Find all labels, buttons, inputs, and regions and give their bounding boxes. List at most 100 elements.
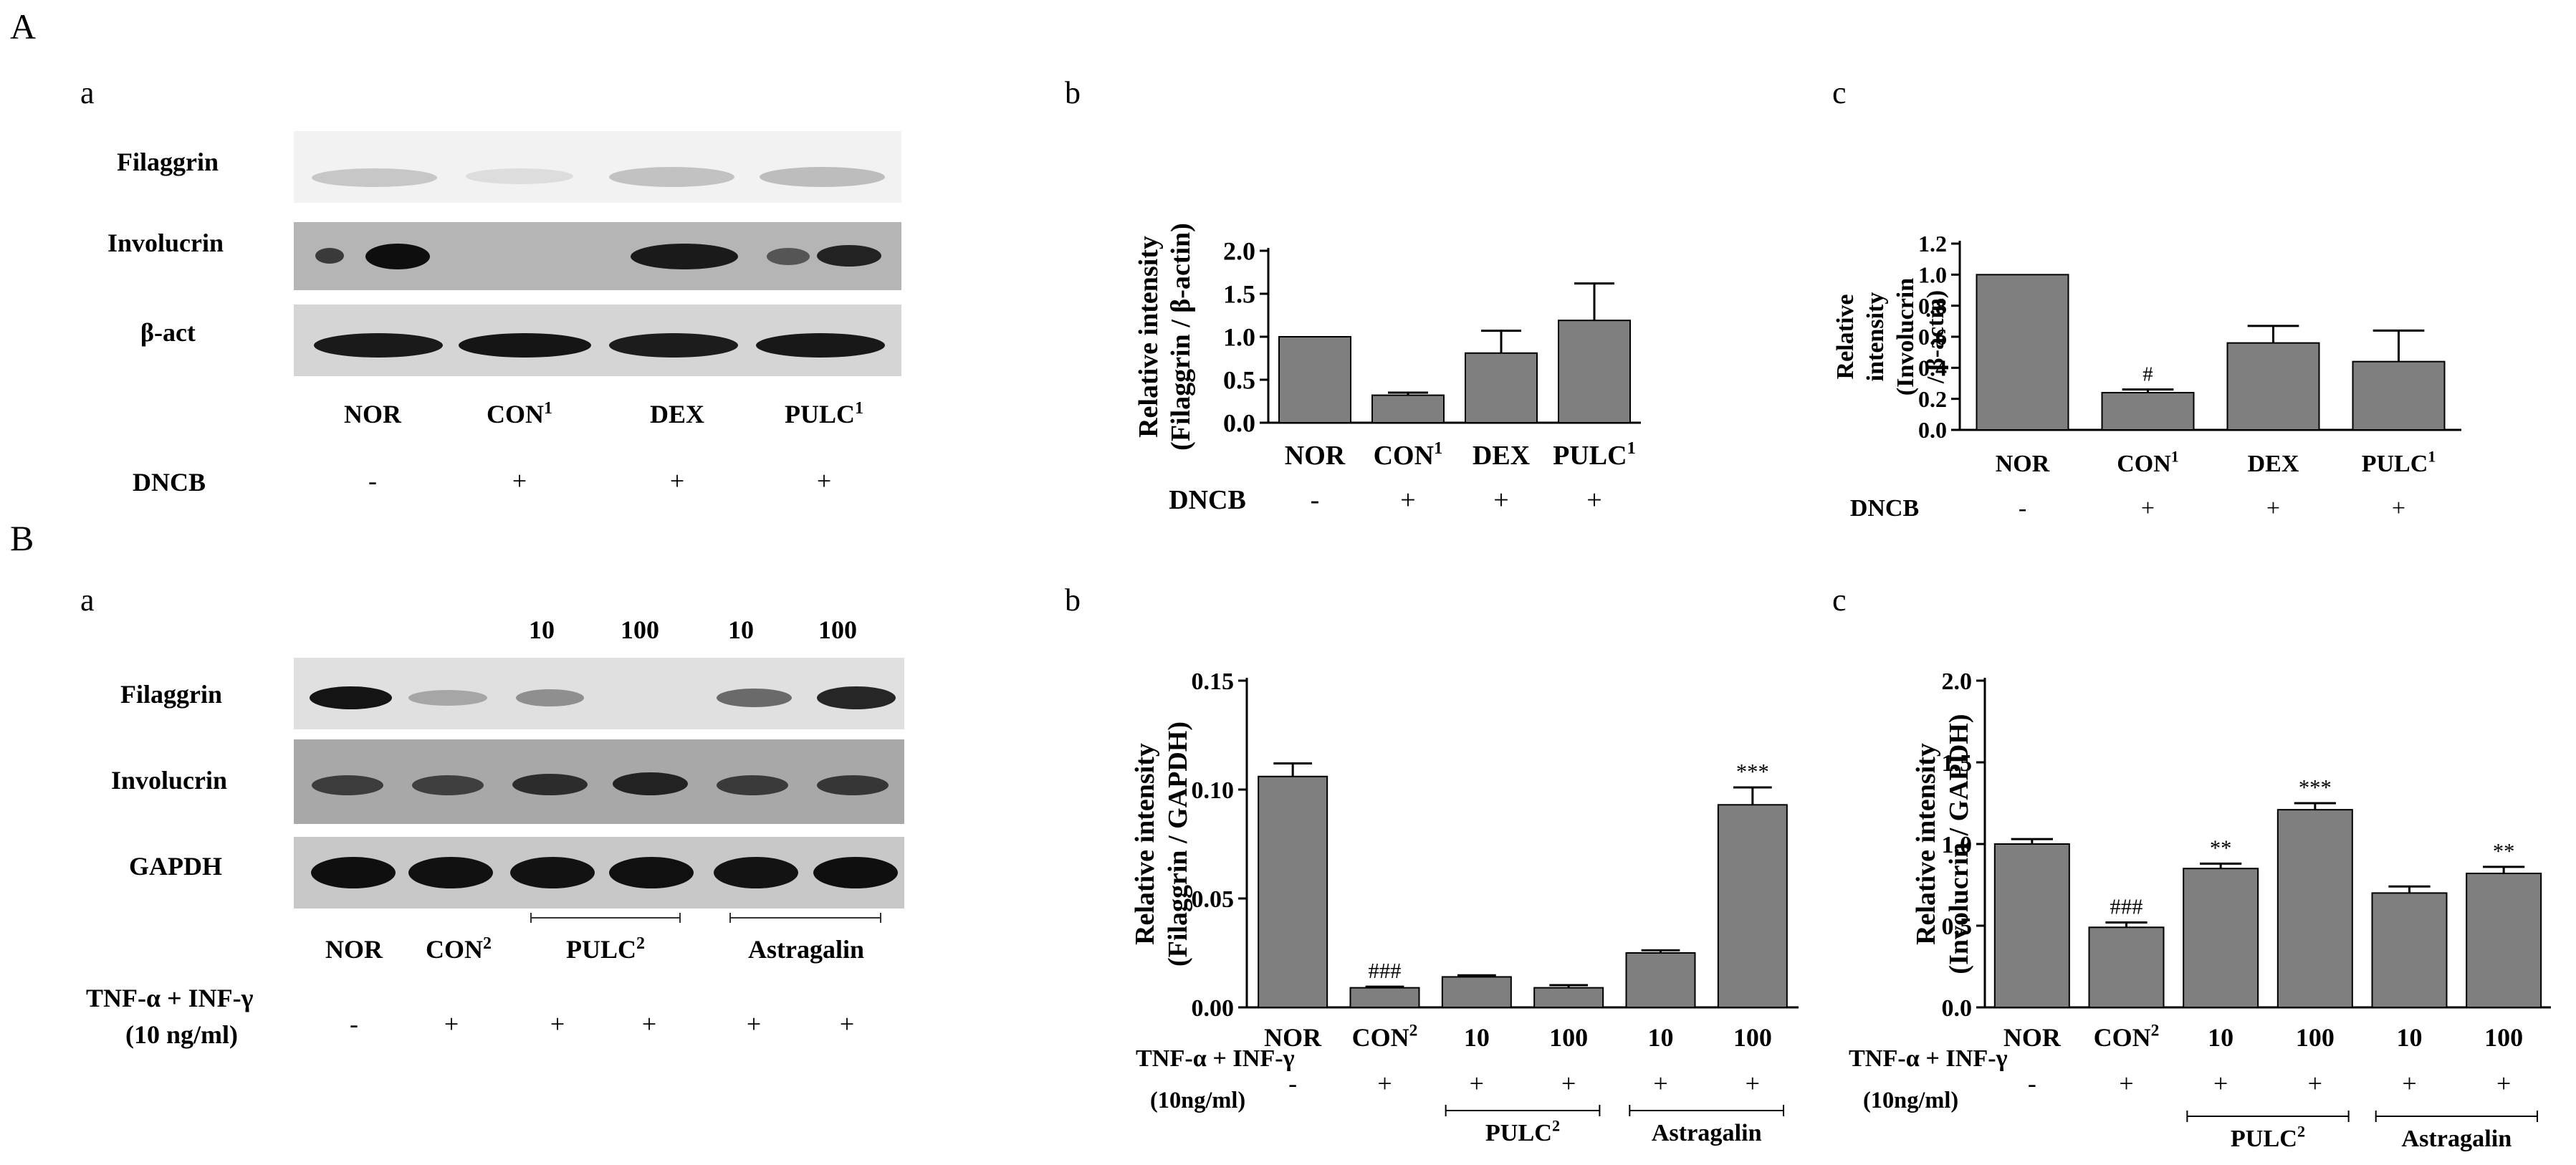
treatment-sign: + [641, 1010, 657, 1038]
treatment-label: TNF-α + INF-γ [1849, 1045, 2008, 1072]
y-tick-label: 0.0 [1918, 417, 1947, 443]
category-label: 10 [1464, 1023, 1490, 1052]
treatment-sign: + [1493, 485, 1508, 515]
category-label: 100 [1549, 1023, 1588, 1052]
category-label: NOR [1285, 441, 1346, 471]
treatment-sign: + [1586, 485, 1601, 515]
treatment-sign: - [2019, 495, 2026, 522]
dose-label: 100 [818, 615, 857, 644]
treatment-sign: + [550, 1010, 565, 1038]
treatment-sign: + [2213, 1069, 2228, 1098]
category-label: NOR [2003, 1023, 2062, 1052]
treatment-sign: + [2392, 495, 2405, 522]
bar-chart-involucrin-tnf: 0.0 0.5 1.0 1.5 2.0 Relative intensity (Involu… [1849, 668, 2551, 1152]
bar [2183, 868, 2259, 1009]
bar-chart-filaggrin-tnf: 0.00 0.05 0.10 0.15 Relative intensity (Filag… [1130, 668, 1799, 1146]
treatment-sign: + [816, 466, 832, 495]
lane-label-con: CON2 [426, 934, 492, 964]
category-label: DEX [2248, 451, 2299, 477]
treatment-sign: + [2119, 1069, 2133, 1098]
group-label: PULC2 [2231, 1122, 2305, 1152]
y-tick-label: 0.5 [1223, 366, 1255, 395]
bar [1717, 804, 1788, 1008]
lane-label-nor: NOR [325, 935, 383, 964]
treatment-sign: + [669, 466, 685, 495]
y-axis-label: (Filaggrin / β-actin) [1166, 223, 1196, 451]
bar [1349, 987, 1420, 1009]
category-label: NOR [1264, 1023, 1322, 1052]
blot-image-filaggrin [294, 658, 904, 729]
y-axis-label: (Involucrin / GAPDH) [1944, 714, 1974, 974]
blot-row-label-involucrin: Involucrin [111, 766, 228, 795]
y-tick-label: 1.2 [1918, 231, 1947, 257]
treatment-sign: + [746, 1010, 762, 1038]
bar [2276, 809, 2353, 1008]
bar [2352, 360, 2446, 431]
lane-label-astragalin: Astragalin [748, 935, 864, 964]
y-tick-label: 0.0 [1223, 409, 1255, 438]
y-axis-label: (Involucrin [1892, 278, 1919, 395]
treatment-label-tnf: TNF-α + INF-γ [86, 984, 254, 1012]
category-label: CON1 [1374, 438, 1443, 471]
y-axis-label: (Filaggrin / GAPDH) [1163, 721, 1193, 967]
treatment-sign: + [2266, 495, 2280, 522]
group-bracket-pulc [530, 913, 681, 923]
treatment-sign: - [2028, 1069, 2036, 1098]
category-label: PULC1 [1553, 438, 1636, 471]
treatment-label: (10ng/ml) [1863, 1088, 1958, 1113]
panel-letter-a: A [10, 6, 37, 47]
y-tick-label: 1.5 [1223, 280, 1255, 309]
category-label: 100 [1733, 1023, 1772, 1052]
panel-letter-b: B [10, 518, 34, 558]
treatment-sign: - [368, 466, 377, 495]
bar [2101, 392, 2195, 431]
group-label: Astragalin [1652, 1120, 1762, 1146]
category-label: CON1 [2117, 447, 2179, 477]
bar [1441, 976, 1512, 1009]
lane-label-pulc: PULC2 [566, 934, 645, 964]
blot-row-label-filaggrin: Filaggrin [117, 148, 219, 176]
bar [1558, 320, 1631, 424]
lane-label-con: CON1 [487, 399, 552, 428]
bar [1465, 352, 1538, 423]
group-bracket-astragalin [729, 913, 881, 923]
y-tick-label: 0.8 [1918, 293, 1947, 319]
bar [2371, 892, 2448, 1008]
dose-label: 10 [529, 615, 555, 644]
dose-label: 10 [728, 615, 754, 644]
treatment-label: DNCB [1169, 485, 1246, 515]
treatment-sign: + [1377, 1069, 1392, 1098]
bar [2088, 926, 2165, 1008]
y-tick-label: 1.0 [1223, 323, 1255, 352]
treatment-sign: + [1400, 485, 1415, 515]
category-label: CON2 [2094, 1022, 2160, 1052]
treatment-label: DNCB [1850, 495, 1919, 522]
blot-image-filaggrin [294, 131, 901, 203]
treatment-sign: - [1288, 1069, 1297, 1098]
treatment-sign: + [2496, 1069, 2511, 1098]
treatment-sign: + [1653, 1069, 1667, 1098]
bar [2226, 342, 2320, 431]
treatment-sign: + [2141, 495, 2155, 522]
y-axis-label: / β-actin) [1923, 290, 1949, 384]
category-label: 100 [2296, 1023, 2335, 1052]
blot-image-involucrin [294, 739, 904, 824]
category-label: CON2 [1352, 1022, 1418, 1052]
bar [1993, 843, 2070, 1008]
category-label: PULC1 [2362, 447, 2436, 477]
y-tick-label: 0.00 [1192, 995, 1235, 1022]
lane-label-dex: DEX [649, 400, 704, 428]
bar-chart-involucrin-dncb: 0.0 0.2 0.4 0.6 0.8 1.0 1.2 Relative intensity (I… [1832, 231, 2461, 522]
dose-label: 100 [621, 615, 659, 644]
y-tick-label: 1.0 [1918, 262, 1947, 288]
sublabel-b-c: c [1832, 582, 1847, 618]
bar-chart-filaggrin-dncb: 0.0 0.5 1.0 1.5 2.0 Relative intensity (Filagg… [1134, 223, 1641, 515]
y-tick-label: 2.0 [1223, 237, 1255, 266]
y-tick-label: 0.4 [1918, 355, 1947, 381]
blot-image-involucrin [294, 222, 901, 290]
y-tick-label: 0.10 [1192, 777, 1235, 804]
significance-mark: *** [2299, 775, 2332, 800]
bar [1533, 987, 1604, 1009]
treatment-sign: + [839, 1010, 855, 1038]
y-tick-label: 0.15 [1192, 668, 1235, 695]
